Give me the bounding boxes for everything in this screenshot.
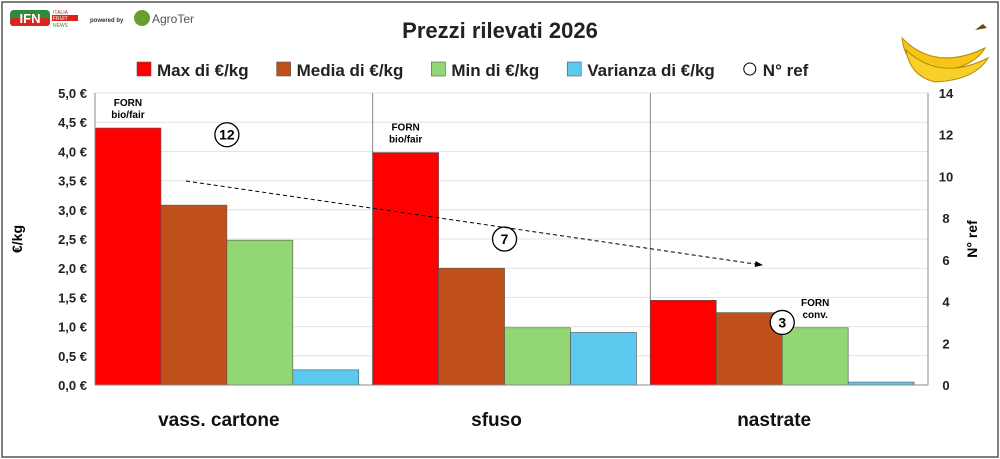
y-tick-label: 3,0 € — [58, 203, 87, 218]
y-tick-label: 2,5 € — [58, 232, 87, 247]
nref-label: 7 — [501, 231, 509, 247]
y-tick-label: 0,5 € — [58, 349, 87, 364]
logo-brand: IFN — [20, 11, 41, 26]
legend-swatch-2 — [431, 61, 446, 77]
legend-nref-marker — [743, 62, 757, 76]
nref-label: 12 — [219, 127, 235, 143]
legend-swatch-0 — [136, 61, 152, 77]
y-axis-label: €/kg — [9, 225, 25, 253]
logo-sub: FRUIT — [53, 16, 68, 22]
bar-2 — [226, 239, 294, 386]
nref-marker — [769, 309, 795, 336]
bar-2 — [781, 327, 849, 386]
y-tick-label: 1,0 € — [58, 320, 87, 335]
bar-1 — [438, 267, 505, 386]
y-tick-label: 4,0 € — [58, 144, 87, 159]
y2-tick-label: 4 — [942, 295, 950, 310]
y2-tick-label: 10 — [939, 169, 953, 184]
partner-logo: AgroTer — [152, 12, 194, 26]
y-tick-label: 1,5 € — [58, 290, 87, 305]
y2-tick-label: 14 — [939, 86, 954, 101]
y2-tick-label: 6 — [942, 253, 949, 268]
legend-label: Varianza di €/kg — [587, 61, 715, 80]
y-tick-label: 2,0 € — [58, 261, 87, 276]
bar-0 — [372, 152, 439, 386]
annotation-label: FORN — [391, 123, 419, 134]
x-category-label: nastrate — [737, 410, 811, 431]
legend-label: N° ref — [763, 61, 809, 80]
x-category-label: vass. cartone — [158, 410, 279, 431]
legend-swatch-1 — [276, 61, 291, 77]
y2-tick-label: 8 — [942, 211, 949, 226]
legend-label: Media di €/kg — [297, 61, 404, 80]
bar-0 — [650, 300, 717, 386]
y-tick-label: 4,5 € — [58, 115, 87, 130]
ifn-logo: IFN ITALIA FRUIT NEWS powered by AgroTer — [10, 10, 194, 29]
legend-swatch-3 — [566, 61, 582, 77]
nref-marker — [491, 226, 518, 252]
powered-by: powered by — [90, 18, 124, 24]
y2-tick-label: 0 — [942, 378, 949, 393]
trendline-arrow — [185, 180, 763, 267]
y2-tick-label: 2 — [942, 336, 949, 351]
bar-3 — [570, 332, 637, 386]
annotation-label: bio/fair — [389, 135, 422, 146]
logo-sub: NEWS — [53, 23, 69, 29]
y2-axis-label: N° ref — [964, 220, 980, 258]
logo-sub: ITALIA — [53, 10, 69, 16]
y2-tick-label: 12 — [939, 128, 953, 143]
y-tick-label: 3,5 € — [58, 174, 87, 189]
nref-label: 3 — [778, 314, 786, 330]
bar-1 — [160, 204, 228, 386]
bar-0 — [94, 127, 162, 386]
agroter-tree-icon — [134, 10, 150, 26]
bar-2 — [504, 327, 571, 386]
y-tick-label: 5,0 € — [58, 86, 87, 101]
legend: Max di €/kg Media di €/kg Min di €/kg Varia… — [136, 61, 809, 80]
annotation-label: conv. — [803, 310, 829, 321]
x-category-label: sfuso — [471, 410, 522, 431]
chart-title: Prezzi rilevati 2026 — [402, 18, 598, 43]
annotation-label: FORN — [801, 298, 829, 309]
annotation-label: bio/fair — [111, 110, 144, 121]
nref-marker — [214, 122, 240, 148]
annotation-label: FORN — [114, 98, 142, 109]
legend-label: Min di €/kg — [451, 61, 539, 80]
bar-3 — [292, 369, 360, 386]
legend-label: Max di €/kg — [157, 61, 249, 80]
y-tick-label: 0,0 € — [58, 378, 87, 393]
banana-icon — [901, 24, 990, 83]
